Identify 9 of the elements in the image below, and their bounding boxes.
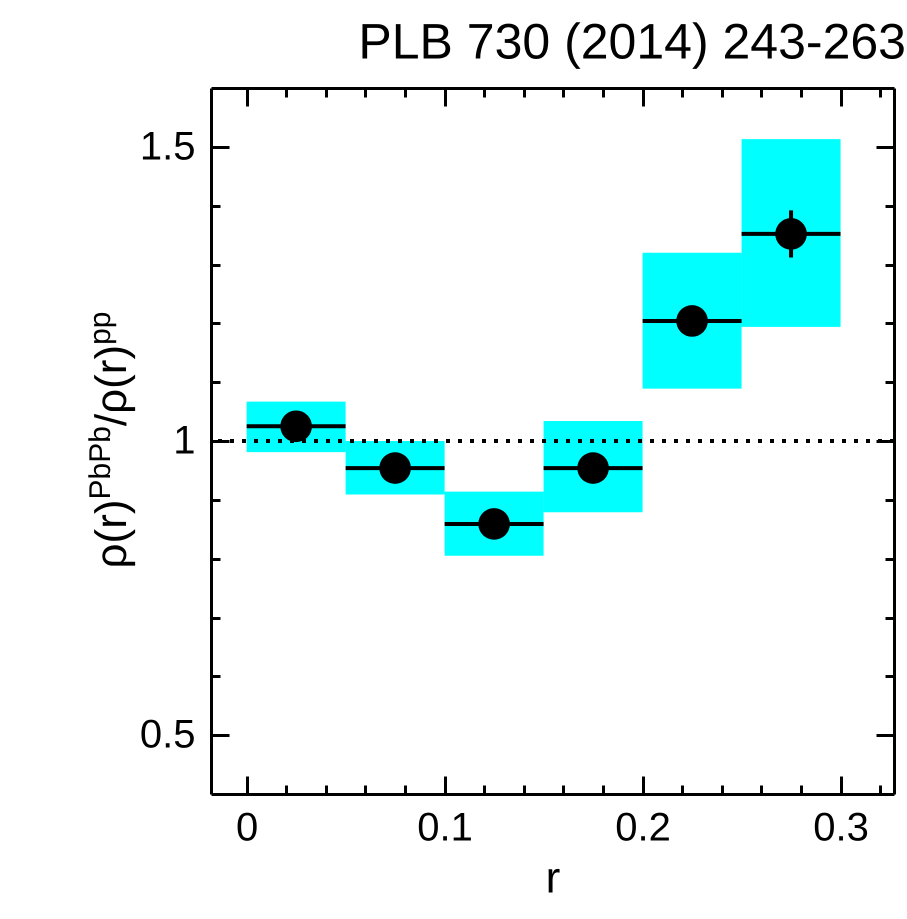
x-axis-title: r	[546, 854, 560, 902]
x-tick-label: 0.1	[417, 806, 473, 850]
x-tick-label: 0.3	[813, 806, 869, 850]
chart-title: PLB 730 (2014) 243-263	[358, 14, 906, 70]
x-tick-label: 0.2	[615, 806, 671, 850]
y-tick-label: 0.5	[140, 712, 196, 757]
x-tick-label: 0	[236, 806, 258, 850]
y-tick-label: 1.5	[140, 124, 196, 168]
y-tick-label: 1	[173, 418, 196, 462]
